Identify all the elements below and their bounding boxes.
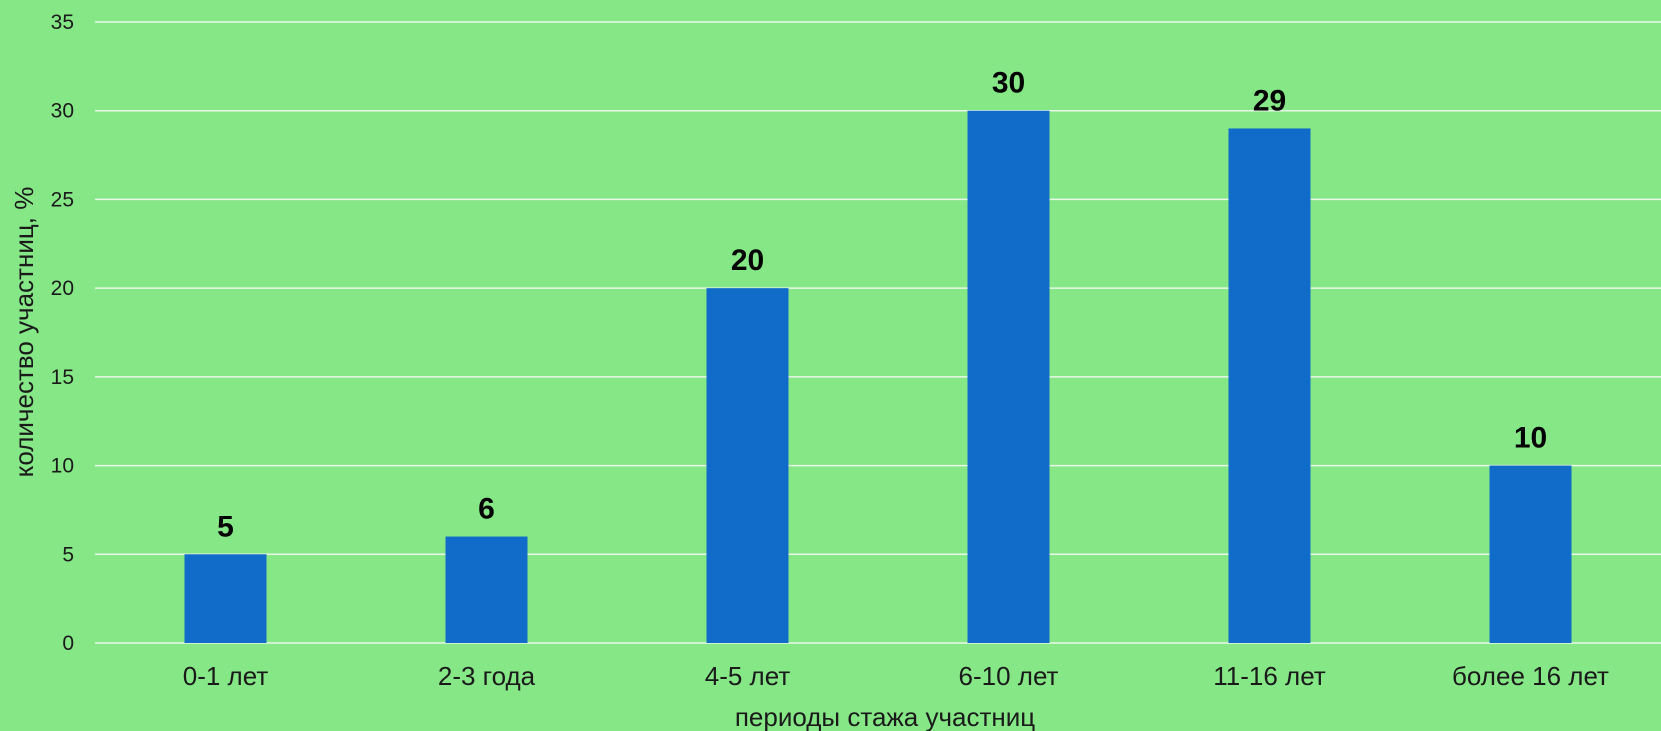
x-tick-label: 4-5 лет <box>705 661 791 691</box>
bars <box>184 110 1572 643</box>
data-label: 6 <box>478 493 495 526</box>
x-tick-label: более 16 лет <box>1452 661 1609 691</box>
data-label: 10 <box>1514 422 1547 455</box>
y-tick-label: 20 <box>51 277 74 300</box>
bar <box>1489 465 1572 643</box>
data-label: 20 <box>731 244 764 277</box>
y-axis-ticks: 0 5 10 15 20 25 30 35 <box>51 11 74 655</box>
x-tick-label: 0-1 лет <box>183 661 269 691</box>
bar <box>1228 128 1311 643</box>
x-tick-label: 11-16 лет <box>1213 661 1326 691</box>
x-axis-ticks: 0-1 лет 2-3 года 4-5 лет 6-10 лет 11-16 лет б… <box>183 661 1609 691</box>
data-label: 29 <box>1253 84 1286 117</box>
y-tick-label: 35 <box>51 11 74 34</box>
y-axis-title: количество участниц, % <box>9 187 39 478</box>
bar <box>706 288 789 643</box>
y-tick-label: 10 <box>51 455 74 478</box>
gridlines <box>95 21 1661 644</box>
x-tick-label: 2-3 года <box>438 661 536 691</box>
y-tick-label: 0 <box>62 632 74 655</box>
y-tick-label: 5 <box>62 543 74 566</box>
y-tick-label: 15 <box>51 366 74 389</box>
bar <box>184 554 267 643</box>
data-labels: 5 6 20 30 29 10 <box>217 67 1547 544</box>
bar <box>967 110 1050 643</box>
data-label: 30 <box>992 67 1025 100</box>
x-tick-label: 6-10 лет <box>959 661 1059 691</box>
data-label: 5 <box>217 510 234 543</box>
x-axis-title: периоды стажа участниц <box>735 702 1035 731</box>
y-tick-label: 30 <box>51 100 74 123</box>
y-tick-label: 25 <box>51 188 74 211</box>
bar <box>445 536 528 643</box>
